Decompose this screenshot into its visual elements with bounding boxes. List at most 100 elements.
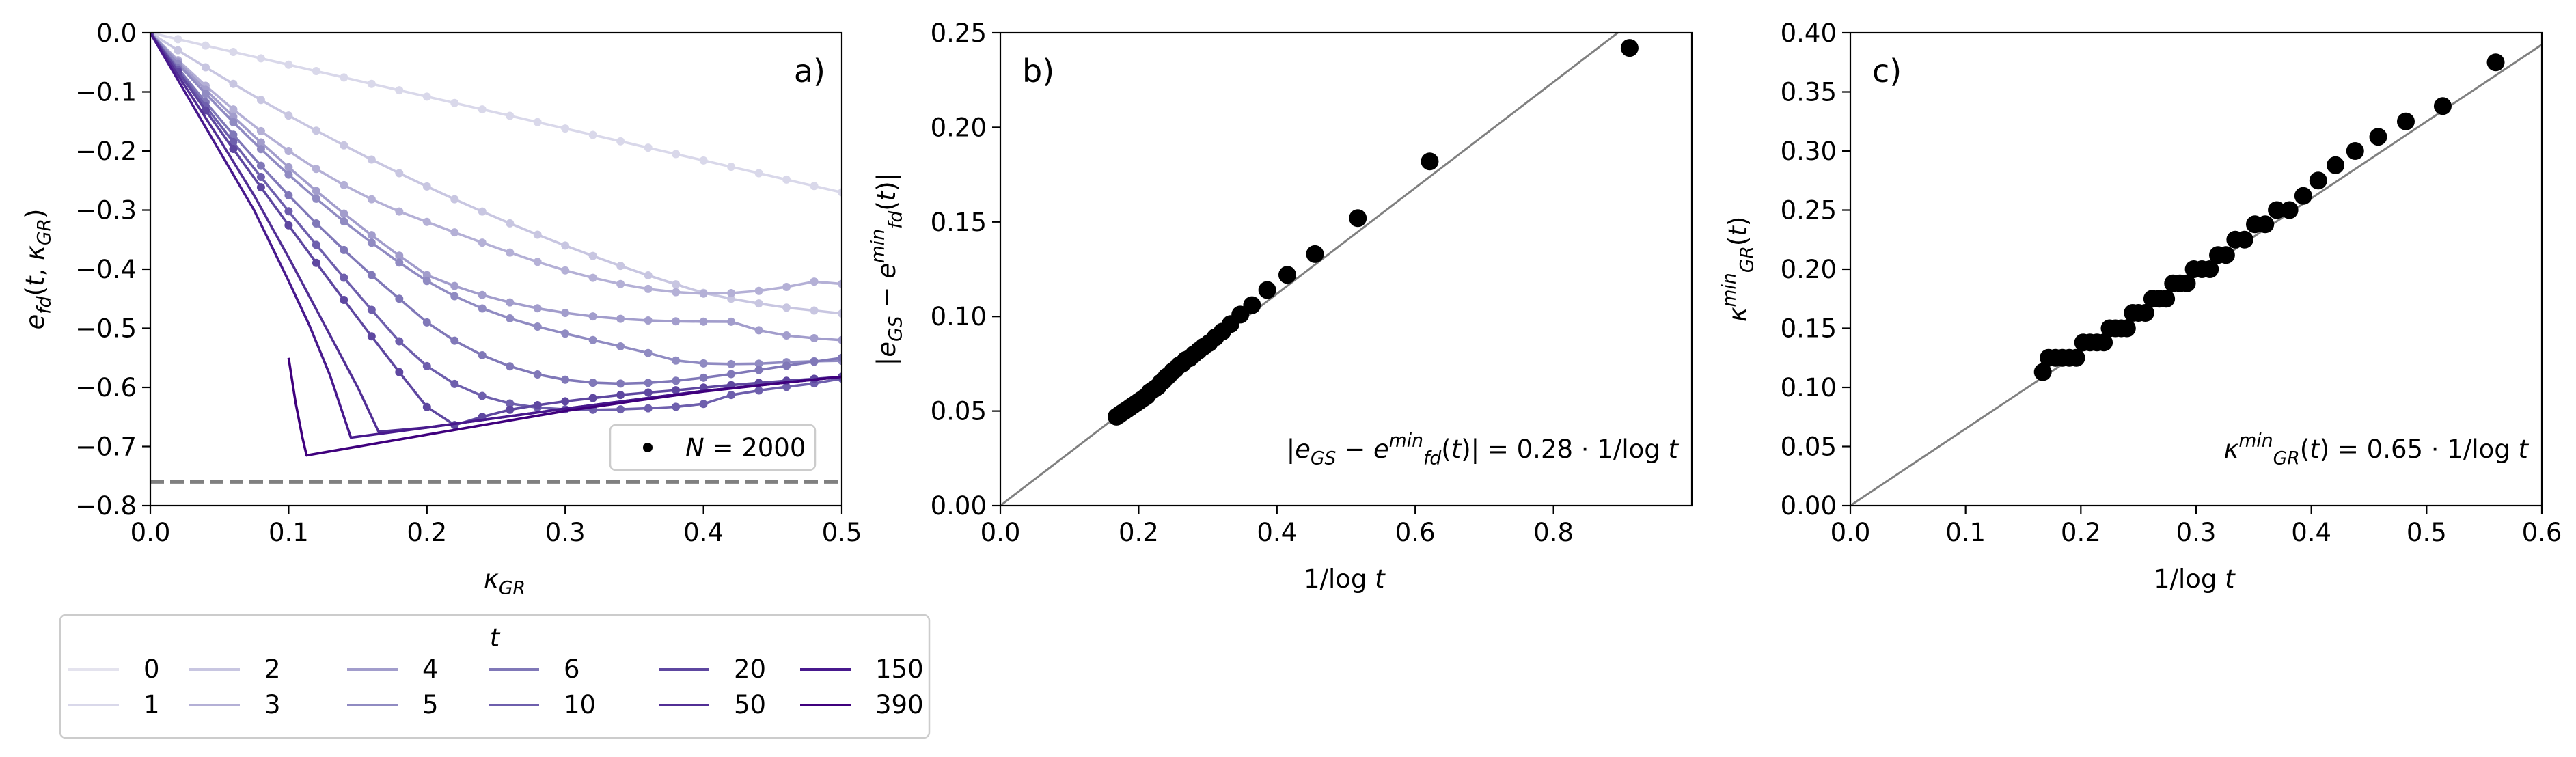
y-tick-label: 0.0	[96, 18, 137, 48]
data-point	[506, 399, 515, 408]
y-tick-label: 0.05	[931, 397, 987, 426]
data-point	[2209, 246, 2228, 264]
data-point	[644, 378, 653, 387]
y-tick-label: −0.6	[75, 373, 137, 402]
x-tick-label: 0.2	[407, 518, 447, 547]
data-point	[754, 326, 763, 335]
data-point	[395, 169, 404, 178]
data-point	[2268, 201, 2286, 219]
legend-label: 6	[564, 655, 580, 684]
data-point	[727, 370, 736, 378]
data-point	[450, 98, 459, 107]
data-point	[561, 375, 570, 384]
data-point	[1108, 407, 1126, 426]
legend-label: 20	[734, 655, 766, 684]
data-point	[699, 156, 708, 165]
data-point	[2396, 112, 2415, 130]
data-point	[838, 309, 842, 318]
data-point	[450, 281, 459, 290]
data-point	[256, 161, 265, 170]
data-point	[1421, 152, 1439, 171]
marker-legend-dot	[643, 443, 653, 452]
data-point	[616, 405, 625, 414]
panel-label: a)	[794, 53, 825, 90]
y-tick-label: −0.5	[75, 314, 137, 344]
data-point	[395, 86, 404, 95]
data-point	[561, 397, 570, 406]
data-point	[2327, 156, 2345, 174]
axes-frame	[1849, 31, 2543, 507]
legend-label: 1	[143, 690, 160, 719]
data-point	[367, 231, 376, 240]
data-point	[450, 195, 459, 204]
data-point	[229, 118, 238, 126]
data-point	[367, 195, 376, 204]
data-point	[782, 303, 791, 312]
data-point	[422, 182, 431, 191]
y-tick-label: −0.4	[75, 255, 137, 284]
data-point	[312, 258, 320, 267]
data-point	[1306, 245, 1324, 263]
fit-annotation: |eGS​ − emin​fd​(t)| = 0.28 · 1/log t	[1287, 430, 1680, 469]
data-point	[229, 79, 238, 88]
data-point	[256, 173, 265, 182]
data-point	[284, 221, 293, 230]
data-point	[478, 391, 487, 400]
data-point	[450, 379, 459, 388]
data-point	[478, 350, 487, 359]
x-tick-label: 0.0	[131, 518, 171, 547]
data-point	[450, 336, 459, 345]
data-point	[561, 329, 570, 338]
y-tick-label: 0.15	[1781, 314, 1837, 344]
data-point	[506, 248, 515, 257]
x-tick-label: 0.2	[1119, 518, 1159, 547]
data-point	[284, 191, 293, 199]
data-point	[644, 388, 653, 397]
data-point	[672, 317, 681, 326]
legend-label: 150	[875, 655, 924, 684]
data-point	[340, 141, 348, 150]
plot-area	[150, 33, 842, 484]
panel-label: b)	[1022, 53, 1054, 90]
x-tick-label: 0.4	[1257, 518, 1297, 547]
series-line-10	[150, 33, 842, 411]
legend-label: 50	[734, 690, 766, 719]
data-point	[367, 238, 376, 247]
data-point	[644, 284, 653, 293]
series-line-150	[150, 33, 842, 439]
data-point	[699, 359, 708, 368]
data-point	[616, 391, 625, 400]
data-point	[367, 332, 376, 341]
y-axis-label: κmin​GR​(t)	[1718, 217, 1757, 322]
legend-label: 390	[875, 690, 924, 719]
data-point	[699, 400, 708, 409]
data-point	[256, 126, 265, 135]
data-point	[340, 245, 348, 254]
x-tick-label: 0.0	[981, 518, 1021, 547]
x-axis-label: 1/log t	[1304, 564, 1386, 594]
data-point	[229, 137, 238, 146]
data-point	[810, 334, 819, 343]
data-point	[450, 292, 459, 301]
y-tick-label: 0.15	[931, 208, 987, 237]
data-point	[2309, 171, 2327, 190]
series-line-2	[150, 33, 842, 315]
y-tick-label: 0.35	[1781, 78, 1837, 107]
x-axis-label: κGR​	[484, 564, 525, 598]
x-tick-label: 0.5	[2407, 518, 2447, 547]
data-point	[284, 170, 293, 179]
panel-label: c)	[1872, 53, 1902, 90]
panel-b: 0.0 0.2 0.4 0.6 0.8 0.00 0.05 0.10 0.15 0.20 0.25 b…	[867, 18, 1693, 594]
data-point	[1620, 39, 1639, 57]
x-tick-label: 0.4	[683, 518, 724, 547]
y-tick-label: −0.1	[75, 78, 137, 107]
data-point	[450, 228, 459, 237]
y-axis-label: efd​(t, κGR​)	[20, 209, 55, 330]
data-point	[561, 241, 570, 250]
legend-label: 2	[264, 655, 281, 684]
data-point	[810, 357, 819, 366]
data-point	[727, 289, 736, 298]
data-point	[644, 271, 653, 279]
series-line-6	[150, 33, 842, 385]
